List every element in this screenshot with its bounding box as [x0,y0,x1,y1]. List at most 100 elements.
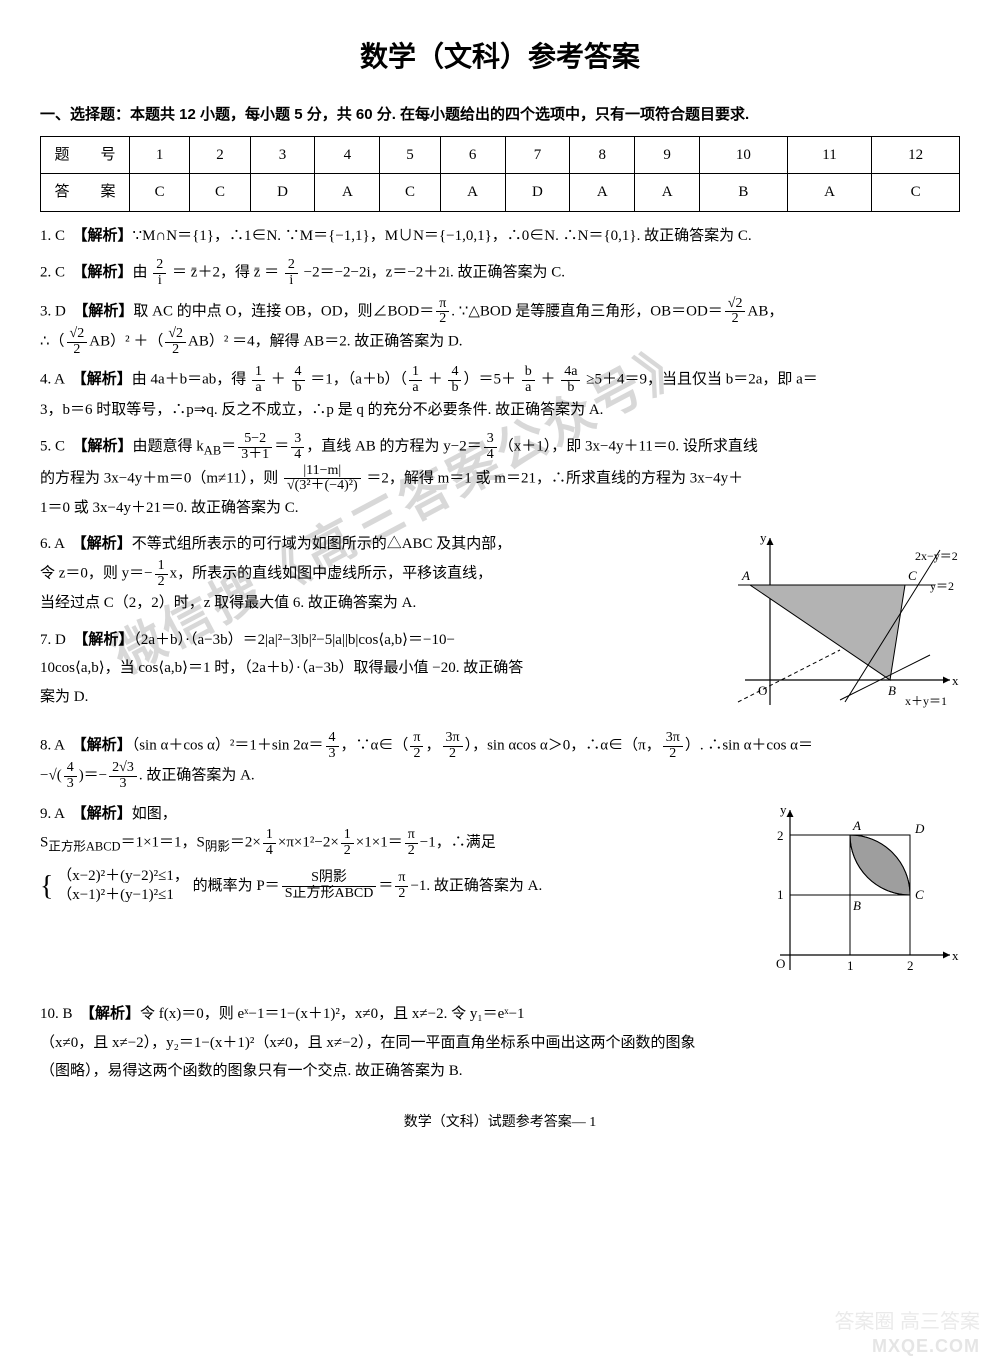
svg-text:2: 2 [777,828,784,843]
svg-text:B: B [853,898,861,913]
watermark-brand: 答案圈 高三答案 [834,1303,980,1341]
text: 如图， [132,806,177,822]
text: −√( [40,768,62,784]
q-lead: 4. A [40,372,79,388]
text: ＝ z̄＋2，得 z̄ ＝ [168,265,283,281]
text: ≥5＋4＝9，当且仅当 b＝2a，即 a＝ [582,372,817,388]
text: 由题意得 k [133,439,204,455]
text: −2＝−2−2i，z＝−2＋2i. 故正确答案为 C. [300,265,565,281]
text: . 故正确答案为 A. [139,768,255,784]
fraction: √22 [67,327,88,357]
q-lead: 10. B [40,1006,88,1022]
fraction: 3π2 [663,731,683,761]
text: ，∵α∈（ [341,738,409,754]
cell: A [570,174,635,212]
figure-q6: x y O A B C 2x−y＝2 y＝2 x＋y＝1 [730,530,960,721]
q-lead: 3. D [40,303,81,319]
text: 令 f(x)＝0，则 eˣ−1＝1−(x＋1)²，x≠0，且 x≠−2. 令 y… [140,1006,525,1022]
fraction: π2 [436,297,449,327]
text: 由 [133,265,152,281]
fraction: |11−m|√(3²＋(−4)²) [284,464,361,494]
text: ＝1×1＝1，S [121,835,205,851]
tag: 【解析】 [88,1005,141,1022]
cell: D [505,174,570,212]
fraction: 4b [292,365,305,395]
svg-text:C: C [915,887,924,902]
fraction: 43 [64,761,77,791]
tag: 【解析】 [80,438,133,455]
svg-text:x＋y＝1: x＋y＝1 [905,694,947,708]
text: ）＝5＋ [463,372,519,388]
text: 不等式组所表示的可行域为如图所示的△ABC 及其内部， [132,536,512,552]
fraction: 43 [326,731,339,761]
page-footer: 数学（文科）试题参考答案— 1 [40,1110,960,1137]
tag: 【解析】 [79,371,132,388]
cell: C [130,174,190,212]
svg-text:2: 2 [907,958,914,973]
q-lead: 2. C [40,265,80,281]
fraction: 4ab [561,365,580,395]
fraction: 2i [285,258,298,288]
text: ∴（ [40,334,65,350]
solution-3: 3. D 【解析】取 AC 的中点 O，连接 OB，OD，则∠BOD＝π2. ∵… [40,297,960,358]
solution-8: 8. A 【解析】（sin α＋cos α）²＝1＋sin 2α＝43，∵α∈（… [40,731,960,792]
text: ， [425,738,440,754]
cell: A [315,174,380,212]
cell: A [787,174,872,212]
text: ＋ [267,372,290,388]
fraction: 2√33 [109,761,137,791]
text: 取 AC 的中点 O，连接 OB，OD，则∠BOD＝ [133,303,434,319]
svg-text:y: y [780,802,787,817]
text: ×π×1²−2× [278,835,339,851]
text: ＝ [274,439,289,455]
solution-1: 1. C 【解析】∵M∩N＝{1}，∴1∈N. ∵M＝{−1,1}，M∪N＝{−… [40,222,960,251]
fraction: 2i [153,258,166,288]
fraction: π2 [395,871,408,901]
cell: 7 [505,136,570,174]
text: ×1×1＝ [356,835,403,851]
svg-text:O: O [758,683,767,698]
text: AB， [747,303,783,319]
cell: C [380,174,440,212]
cell: 5 [380,136,440,174]
fraction: √22 [725,297,746,327]
fraction: 1a [409,365,422,395]
cell: 10 [700,136,788,174]
tag: 【解析】 [80,227,133,244]
cell: 9 [635,136,700,174]
tag: 【解析】 [81,302,134,319]
fraction: 5−23＋1 [238,432,272,462]
fraction: π2 [405,828,418,858]
cell: C [190,174,250,212]
tag: 【解析】 [79,535,132,552]
text: 1＝0 或 3x−4y＋21＝0. 故正确答案为 C. [40,500,298,516]
svg-text:A: A [741,568,750,583]
text: 10cos⟨a,b⟩，当 cos⟨a,b⟩＝1 时，（2a＋b）·（a−3b）取… [40,660,523,676]
page-title: 数学（文科）参考答案 [40,30,960,83]
svg-text:D: D [914,821,925,836]
table-row: 答 案 C C D A C A D A A B A C [41,174,960,212]
cell: A [635,174,700,212]
fraction: π2 [410,731,423,761]
text: 的方程为 3x−4y＋m＝0（m≠11），则 [40,470,282,486]
text: −1，∴满足 [420,835,496,851]
svg-text:2x−y＝2: 2x−y＝2 [915,549,958,563]
row-label: 答 案 [41,174,130,212]
cell: 4 [315,136,380,174]
svg-text:B: B [888,683,896,698]
cell: 6 [440,136,505,174]
fraction: 4b [448,365,461,395]
fraction: S阴影S正方形ABCD [282,871,377,901]
text: ，直线 AB 的方程为 y−2＝ [306,439,482,455]
svg-text:y＝2: y＝2 [930,579,954,593]
tag: 【解析】 [79,805,132,822]
cell: 11 [787,136,872,174]
svg-text:x: x [952,673,959,688]
section-instruction: 一、选择题：本题共 12 小题，每小题 5 分，共 60 分. 在每小题给出的四… [40,101,960,130]
cell: 2 [190,136,250,174]
q-lead: 8. A [40,738,79,754]
fraction: 14 [263,828,276,858]
text: ），sin αcos α＞0，∴α∈（π， [465,738,661,754]
svg-text:y: y [760,530,767,545]
text: ＝ [221,439,236,455]
